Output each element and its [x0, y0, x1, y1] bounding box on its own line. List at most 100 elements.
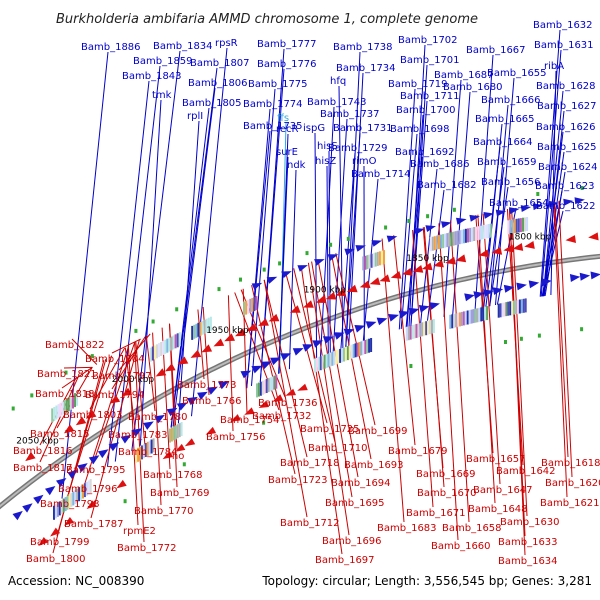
reverse-gene-arrow [162, 451, 173, 460]
reverse-gene-label: Bamb_1796 [58, 484, 118, 495]
forward-function-block [323, 354, 326, 369]
green-marker [537, 333, 541, 338]
reverse-function-block [209, 316, 212, 331]
kbp-marker: 1850 kbp [406, 254, 449, 264]
reverse-leader-line [227, 295, 234, 432]
forward-leader-line [405, 156, 423, 328]
reverse-function-block [507, 220, 510, 235]
forward-function-block [78, 487, 81, 502]
reverse-leader-line [263, 279, 308, 458]
forward-function-block [74, 490, 77, 504]
reverse-function-block [526, 217, 529, 231]
forward-function-block [415, 323, 418, 338]
forward-gene-arrow [563, 198, 574, 206]
reverse-gene-label: Bamb_1780 [128, 412, 188, 423]
reverse-function-block [372, 253, 375, 268]
forward-function-block [360, 341, 363, 356]
forward-function-block [460, 311, 463, 326]
forward-gene-label: Bamb_1777 [257, 39, 317, 50]
forward-leader-line [139, 99, 162, 446]
forward-function-block [466, 310, 469, 325]
forward-gene-label: Bamb_1666 [481, 95, 541, 106]
forward-function-block [327, 353, 330, 368]
forward-gene-label: rplI [187, 111, 203, 122]
forward-gene-arrow [376, 317, 388, 326]
green-marker [217, 287, 221, 292]
forward-function-block [350, 344, 353, 359]
forward-function-block [476, 308, 479, 323]
forward-function-block [368, 338, 371, 353]
reverse-function-block [197, 322, 200, 337]
reverse-function-block [193, 324, 196, 339]
forward-gene-arrow [187, 396, 198, 406]
reverse-function-block [383, 250, 385, 265]
kbp-marker: 2050 kbp [16, 437, 59, 447]
reverse-gene-label: Bamb_1770 [134, 506, 194, 517]
reverse-gene-arrow [174, 443, 186, 452]
forward-function-block [265, 379, 268, 393]
reverse-function-block [440, 234, 443, 249]
reverse-function-block [454, 231, 457, 246]
forward-function-block [451, 314, 454, 329]
forward-function-block [459, 312, 461, 327]
reverse-function-block [374, 252, 377, 267]
forward-gene-arrow [266, 276, 278, 284]
forward-gene-label: Bamb_1737 [320, 109, 380, 120]
reverse-function-block [149, 347, 152, 362]
forward-function-block [457, 312, 460, 327]
green-marker [262, 420, 266, 425]
forward-function-block [503, 302, 506, 317]
reverse-function-block [243, 301, 246, 316]
reverse-gene-label: Bamb_1754 [220, 415, 280, 426]
forward-function-block [411, 325, 414, 339]
reverse-function-block [370, 253, 373, 268]
forward-gene-label: Bamb_1776 [257, 59, 317, 70]
forward-function-block [62, 498, 65, 513]
reverse-function-block [485, 224, 488, 239]
reverse-gene-arrow [116, 479, 127, 489]
reverse-function-block [469, 227, 472, 242]
forward-leader-line [542, 90, 564, 297]
reverse-function-block [522, 217, 524, 232]
forward-gene-arrow [120, 434, 132, 444]
forward-gene-label: Bamb_1834 [153, 41, 213, 52]
reverse-gene-label: Bamb_1794 [85, 390, 145, 401]
forward-function-block [68, 494, 71, 509]
forward-gene-label: Bamb_1738 [333, 42, 393, 53]
reverse-leader-line [393, 235, 416, 446]
forward-function-block [333, 351, 336, 366]
reverse-leader-line [197, 309, 205, 380]
reverse-function-block [170, 336, 173, 351]
forward-leader-line [495, 77, 515, 306]
reverse-gene-label: Bamb_1817 [13, 463, 73, 474]
forward-function-block [174, 425, 177, 440]
forward-function-block [356, 342, 359, 357]
reverse-leader-line [293, 268, 336, 443]
forward-function-block [176, 424, 179, 439]
forward-leader-line [288, 169, 297, 370]
forward-gene-arrow [218, 381, 229, 390]
forward-gene-label: Bamb_1680 [443, 82, 503, 93]
reverse-function-block [433, 236, 436, 251]
reverse-gene-arrow [177, 356, 189, 365]
forward-gene-arrow [492, 287, 504, 295]
forward-gene-label: Bamb_1731 [333, 123, 393, 134]
reverse-leader-line [89, 347, 126, 410]
reverse-function-block [249, 298, 252, 313]
reverse-leader-line [438, 223, 459, 541]
forward-gene-arrow [207, 386, 218, 395]
reverse-function-block [509, 219, 512, 234]
forward-gene-label: Bamb_1687 [434, 70, 494, 81]
forward-gene-arrow [355, 245, 366, 252]
reverse-leader-line [71, 338, 98, 365]
reverse-leader-line [511, 208, 528, 517]
forward-leader-line [61, 51, 109, 499]
reverse-leader-line [381, 238, 405, 523]
forward-gene-arrow [67, 469, 78, 479]
forward-function-block [453, 313, 456, 328]
forward-gene-arrow [425, 225, 436, 232]
reverse-gene-arrow [503, 244, 514, 253]
reverse-gene-arrow [325, 291, 337, 300]
forward-gene-arrow [251, 365, 263, 374]
forward-function-block [257, 382, 260, 397]
